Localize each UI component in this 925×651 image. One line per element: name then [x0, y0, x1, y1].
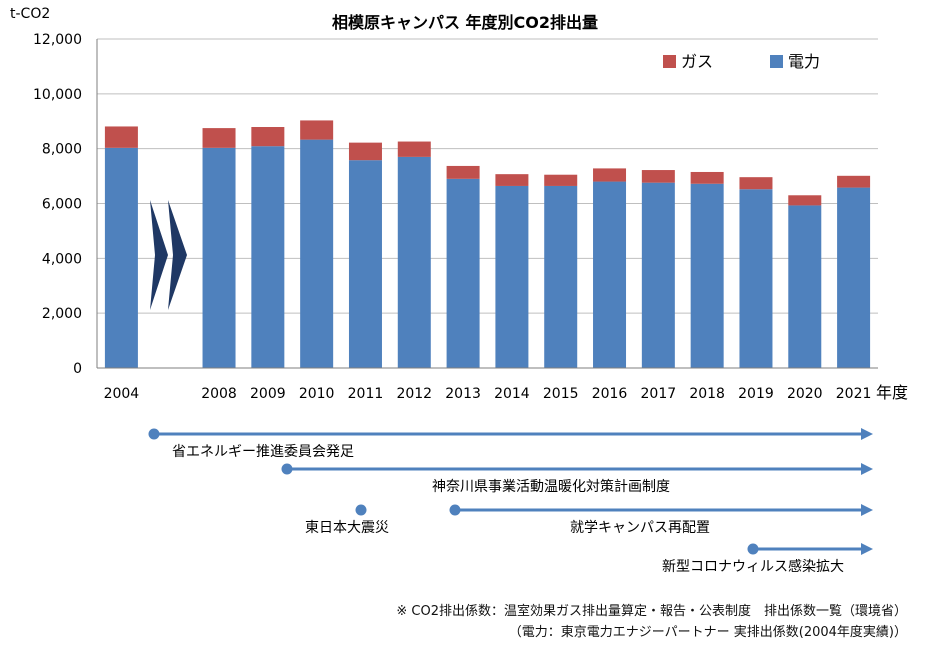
arrow-head-icon — [861, 463, 873, 475]
bar-electricity — [739, 189, 773, 368]
x-tick-label: 2021 — [836, 386, 872, 402]
bar-electricity — [641, 182, 675, 368]
x-tick-label: 2019 — [738, 386, 774, 402]
bar-gas — [641, 170, 675, 183]
bar-gas — [544, 174, 578, 186]
legend: ガス 電力 — [663, 52, 820, 71]
x-tick-label: 2010 — [299, 386, 335, 402]
bar-electricity — [495, 185, 529, 368]
bar-gas — [788, 195, 822, 206]
x-tick-label: 2009 — [250, 386, 286, 402]
footnote-line-2: （電力：東京電力エナジーパートナー 実排出係数(2004年度実績)） — [508, 625, 907, 640]
timeline-label: 就学キャンパス再配置 — [570, 520, 710, 536]
x-tick-label: 2015 — [543, 386, 579, 402]
bar-electricity — [104, 147, 138, 368]
y-tick-label: 6,000 — [42, 197, 82, 213]
x-tick-label: 2011 — [348, 386, 384, 402]
legend-label-electricity: 電力 — [788, 52, 820, 71]
x-tick-label: 2004 — [104, 386, 140, 402]
bar-electricity — [837, 187, 871, 368]
bar-electricity — [202, 147, 236, 368]
x-tick-label: 2017 — [641, 386, 677, 402]
bar-gas — [104, 126, 138, 148]
bars — [104, 120, 871, 368]
y-tick-label: 4,000 — [42, 251, 82, 267]
bar-gas — [300, 120, 334, 140]
y-tick-label: 2,000 — [42, 306, 82, 322]
legend-swatch-electricity — [770, 55, 783, 68]
bar-gas — [690, 171, 724, 184]
bar-gas — [837, 175, 871, 188]
x-tick-label: 2016 — [592, 386, 628, 402]
timeline-label: 東日本大震災 — [305, 520, 389, 536]
x-tick-label: 2018 — [689, 386, 725, 402]
bar-gas — [495, 174, 529, 186]
bar-electricity — [446, 178, 480, 368]
bar-electricity — [593, 181, 627, 368]
bar-electricity — [348, 160, 382, 368]
arrow-head-icon — [861, 504, 873, 516]
x-tick-label: 2020 — [787, 386, 823, 402]
chart-title: 相模原キャンパス 年度別CO2排出量 — [332, 13, 598, 32]
legend-swatch-gas — [663, 55, 676, 68]
x-tick-label: 2014 — [494, 386, 530, 402]
y-tick-label: 8,000 — [42, 142, 82, 158]
timeline-label: 新型コロナウィルス感染拡大 — [662, 558, 844, 575]
bar-electricity — [544, 185, 578, 368]
x-axis-label: 年度 — [876, 383, 908, 402]
bar-gas — [348, 142, 382, 161]
x-tick-label: 2013 — [445, 386, 481, 402]
timeline-label: 神奈川県事業活動温暖化対策計画制度 — [432, 478, 670, 495]
bar-electricity — [788, 205, 822, 368]
bar-electricity — [690, 183, 724, 368]
bar-gas — [202, 128, 236, 148]
y-tick-label: 0 — [73, 361, 82, 377]
bar-gas — [739, 177, 773, 190]
bar-gas — [251, 127, 285, 147]
arrow-head-icon — [861, 428, 873, 440]
bar-gas — [593, 168, 627, 182]
x-tick-label: 2012 — [396, 386, 432, 402]
bar-electricity — [300, 139, 334, 368]
bar-electricity — [251, 146, 285, 368]
bar-gas — [446, 165, 480, 179]
y-axis-label: t-CO2 — [10, 6, 50, 22]
timeline-label: 省エネルギー推進委員会発足 — [172, 444, 354, 460]
axes: 0 2,000 4,000 6,000 8,000 10,000 12,000 2004 200… — [33, 32, 878, 402]
bar-electricity — [397, 156, 431, 368]
arrow-head-icon — [861, 543, 873, 555]
y-tick-label: 12,000 — [33, 32, 82, 48]
gap-marker-icon — [150, 200, 187, 310]
x-tick-label: 2008 — [201, 386, 237, 402]
bar-gas — [397, 141, 431, 157]
timeline-dot — [355, 504, 367, 516]
y-tick-label: 10,000 — [33, 87, 82, 103]
legend-label-gas: ガス — [681, 52, 713, 71]
footnote-line-1: ※ CO2排出係数：温室効果ガス排出量算定・報告・公表制度 排出係数一覧（環境省… — [396, 604, 907, 619]
